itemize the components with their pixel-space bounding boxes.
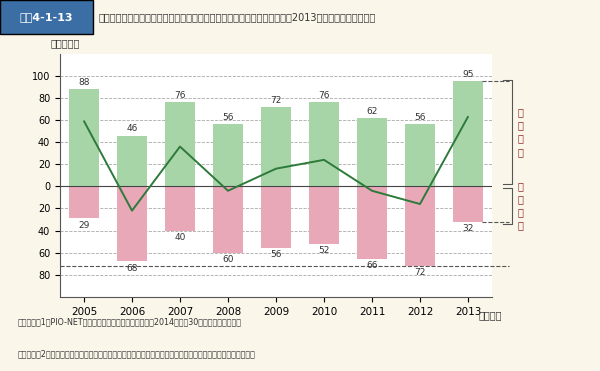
Bar xyxy=(405,186,435,266)
Bar xyxy=(405,125,435,186)
Bar xyxy=(261,186,291,248)
Text: 66: 66 xyxy=(366,262,378,270)
Text: （項目数）: （項目数） xyxy=(50,38,80,48)
Text: 2．商品別分類の各品目の年度別相談件数より集計。折れ線は増加項目数と減少項目数の差である。: 2．商品別分類の各品目の年度別相談件数より集計。折れ線は増加項目数と減少項目数の… xyxy=(18,349,256,358)
Bar xyxy=(165,186,195,230)
Text: 商品・サービス別相談件数の前年度比増加項目数・減少項目数を見ると、2013年度は増加項目が多い: 商品・サービス別相談件数の前年度比増加項目数・減少項目数を見ると、2013年度は… xyxy=(99,12,376,22)
Text: 46: 46 xyxy=(127,124,137,133)
Text: 56: 56 xyxy=(222,113,234,122)
Bar xyxy=(69,186,99,219)
Text: 減
少
項
目: 減 少 項 目 xyxy=(518,181,524,231)
Text: （備考）　1．PIO-NETに登録された消費生活相談情報（2014年４月30日までの登録分）。: （備考） 1．PIO-NETに登録された消費生活相談情報（2014年４月30日ま… xyxy=(18,317,242,326)
Text: 72: 72 xyxy=(415,268,425,277)
Text: 60: 60 xyxy=(222,255,234,264)
Text: 88: 88 xyxy=(78,78,90,87)
Bar xyxy=(117,186,147,262)
Text: 72: 72 xyxy=(271,96,281,105)
Bar xyxy=(261,107,291,186)
FancyBboxPatch shape xyxy=(0,0,93,34)
Text: 52: 52 xyxy=(319,246,329,255)
Text: 95: 95 xyxy=(462,70,474,79)
Bar xyxy=(213,186,243,253)
Bar xyxy=(165,102,195,186)
Bar xyxy=(357,186,387,259)
Text: 56: 56 xyxy=(270,250,282,259)
Bar xyxy=(357,118,387,186)
Text: 図表4-1-13: 図表4-1-13 xyxy=(20,12,73,22)
Bar xyxy=(309,102,339,186)
Text: 68: 68 xyxy=(126,264,138,273)
Text: 76: 76 xyxy=(318,91,330,100)
Text: 56: 56 xyxy=(414,113,426,122)
Text: 29: 29 xyxy=(79,221,89,230)
Bar xyxy=(69,89,99,186)
Bar xyxy=(117,135,147,186)
Text: 62: 62 xyxy=(367,106,377,116)
Text: 76: 76 xyxy=(174,91,186,100)
Bar xyxy=(309,186,339,244)
Text: （年度）: （年度） xyxy=(478,310,502,320)
Text: 32: 32 xyxy=(463,224,473,233)
Bar xyxy=(453,81,483,186)
Bar xyxy=(213,125,243,186)
Text: 40: 40 xyxy=(175,233,185,242)
Text: 増
加
項
目: 増 加 項 目 xyxy=(518,107,524,157)
Bar xyxy=(453,186,483,222)
